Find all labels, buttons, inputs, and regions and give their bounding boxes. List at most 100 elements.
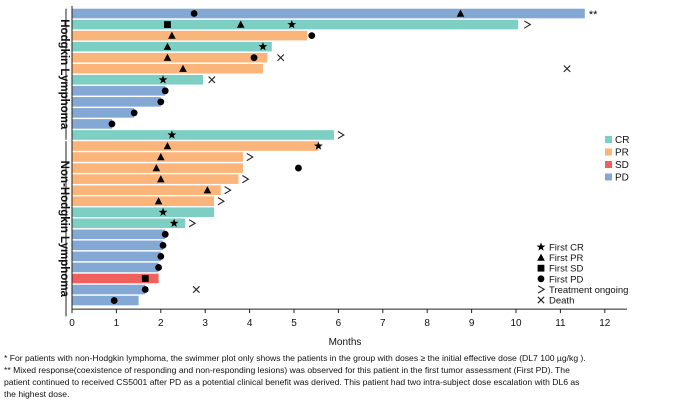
death-cross <box>537 296 545 304</box>
triangle-marker <box>152 164 161 172</box>
first-pr-triangle <box>154 197 163 205</box>
treatment-ongoing-chevron <box>224 186 232 195</box>
legend-event-label: First PR <box>549 253 583 264</box>
x-tick-label: 2 <box>158 318 164 329</box>
first-pr-triangle <box>203 186 212 194</box>
death-cross <box>208 76 216 84</box>
triangle-marker <box>456 9 465 17</box>
triangle-marker <box>163 142 172 150</box>
chevron-marker <box>246 152 254 162</box>
circle-marker <box>190 10 198 17</box>
x-tick-label: 0 <box>69 318 75 329</box>
treatment-ongoing-chevron <box>337 130 345 140</box>
triangle-marker <box>157 153 165 161</box>
x-marker <box>537 296 545 304</box>
legend-swatch-pr <box>605 148 612 156</box>
circle-marker <box>108 120 116 128</box>
group-label: Hodgkin Lymphoma <box>58 19 70 130</box>
star-marker <box>158 75 168 84</box>
bar-sd <box>72 273 159 284</box>
first-pd-dot <box>141 286 149 293</box>
first-pr-triangle <box>168 31 176 39</box>
first-pd-dot <box>161 230 169 238</box>
first-pd-dot <box>308 32 316 39</box>
bar-cr <box>72 74 203 85</box>
circle-marker <box>308 32 316 39</box>
first-cr-star <box>258 42 268 51</box>
bar-pd <box>72 108 135 118</box>
first-pr-triangle <box>152 164 161 172</box>
circle-marker <box>295 164 302 172</box>
triangle-marker <box>203 186 212 194</box>
first-pr-triangle <box>163 42 172 50</box>
chevron-marker <box>242 175 250 184</box>
legend-swatch-cr <box>605 136 612 143</box>
circle-marker <box>157 253 165 260</box>
first-pd-dot <box>155 264 162 271</box>
first-cr-star <box>167 130 177 139</box>
star-marker <box>167 130 177 139</box>
bar-pr <box>72 30 308 41</box>
x-marker <box>277 54 285 62</box>
triangle-marker <box>236 20 245 28</box>
death-cross <box>277 54 285 62</box>
x-tick-label: 5 <box>291 318 297 329</box>
bar-pr <box>72 174 239 184</box>
chevron-marker <box>224 186 232 195</box>
first-pd-dot <box>130 109 138 117</box>
triangle-marker <box>168 31 176 39</box>
triangle-marker <box>154 197 163 205</box>
x-tick-label: 3 <box>202 318 208 329</box>
bars-layer <box>72 8 585 306</box>
bar-pd <box>72 229 166 240</box>
legend-event-label: First PD <box>549 274 583 285</box>
x-tick-label: 6 <box>336 318 342 329</box>
first-cr-star <box>287 19 297 29</box>
bar-pd <box>72 240 164 251</box>
circle-marker <box>250 54 258 62</box>
star-marker <box>536 242 546 251</box>
first-pr-triangle <box>537 253 545 261</box>
footnote-2-line-3: the highest dose. <box>4 389 70 399</box>
first-pr-triangle <box>179 64 187 72</box>
treatment-ongoing-chevron <box>537 285 546 294</box>
first-pd-dot <box>161 87 169 95</box>
x-tick-label: 10 <box>510 318 522 329</box>
square-marker <box>141 275 149 282</box>
bar-pr <box>72 52 268 63</box>
bar-cr <box>72 218 186 229</box>
bar-pd <box>72 284 146 295</box>
circle-marker <box>130 109 138 117</box>
bar-cr <box>72 207 215 218</box>
circle-marker <box>110 297 118 304</box>
group-label: Non-Hodgkin Lymphoma <box>58 161 70 298</box>
star-marker <box>169 218 179 227</box>
legend-event-label: First SD <box>549 264 583 275</box>
legend-event-label: Treatment ongoing <box>549 285 628 296</box>
chevron-marker <box>188 219 197 228</box>
triangle-marker <box>163 42 172 50</box>
death-cross <box>563 65 571 73</box>
x-marker <box>208 76 216 84</box>
treatment-ongoing-chevron <box>188 219 197 228</box>
first-pr-triangle <box>163 142 172 150</box>
footnote-2-line-1: ** Mixed response(coexistence of respond… <box>4 365 570 375</box>
first-pd-dot <box>157 253 165 260</box>
first-sd-square <box>164 21 171 28</box>
bar-pd <box>72 97 161 107</box>
triangle-marker <box>163 53 172 61</box>
events-layer: ** <box>108 9 598 304</box>
treatment-ongoing-chevron <box>217 197 226 206</box>
circle-marker <box>155 264 162 271</box>
triangle-marker <box>179 64 187 72</box>
chevron-marker <box>537 285 546 294</box>
bar-pd <box>72 262 159 273</box>
bar-pd <box>72 251 161 262</box>
circle-marker <box>141 286 149 293</box>
first-pd-dot <box>295 164 302 172</box>
circle-marker <box>157 98 165 106</box>
star-marker <box>287 19 297 29</box>
bar-pd <box>72 8 585 19</box>
